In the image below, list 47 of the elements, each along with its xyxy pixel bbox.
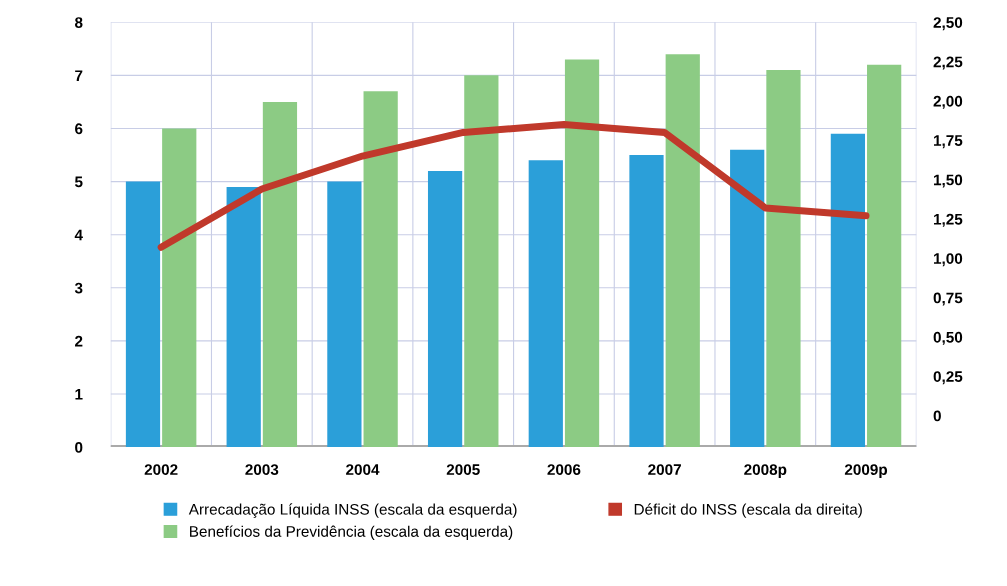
- bar: [427, 170, 463, 448]
- y-tick-label: 3: [74, 282, 83, 294]
- y2-tick-label: 1,25: [934, 213, 963, 227]
- bar: [867, 64, 902, 448]
- bar: [125, 181, 161, 448]
- legend-label: Benefícios da Previdência (escala da esquerda): [190, 525, 513, 540]
- bar: [363, 91, 398, 448]
- bar: [766, 70, 801, 448]
- y-tick-label: 6: [75, 123, 83, 135]
- bar: [464, 75, 499, 448]
- bar: [327, 181, 362, 448]
- x-tick-label: 2008p: [744, 464, 787, 479]
- y-tick-label: 1: [75, 389, 83, 400]
- y2-tick-label: 1,50: [934, 174, 963, 188]
- x-tick-label: 2009p: [844, 464, 888, 479]
- bar: [564, 59, 600, 448]
- y-tick-label: 5: [74, 176, 83, 188]
- y2-tick-label: 2,25: [933, 56, 963, 70]
- y-tick-label: 0: [75, 441, 83, 453]
- x-tick-label: 2005: [446, 464, 480, 476]
- y-tick-label: 7: [75, 70, 83, 81]
- y2-tick-label: 1,75: [934, 135, 963, 149]
- bar: [528, 160, 563, 448]
- y-tick-label: 2: [75, 335, 83, 347]
- bar: [830, 133, 866, 448]
- bar: [730, 149, 765, 448]
- bar: [226, 186, 261, 448]
- y2-tick-label: 0,25: [933, 371, 963, 385]
- bar: [162, 128, 197, 448]
- y2-tick-label: 2,00: [933, 95, 963, 109]
- y2-tick-label: 0,50: [933, 331, 963, 345]
- y-tick-label: 4: [74, 229, 83, 241]
- x-tick-label: 2002: [144, 464, 178, 476]
- y-tick-label: 8: [74, 17, 83, 28]
- legend-label: Déficit do INSS (escala da direita): [634, 503, 862, 518]
- bar: [629, 155, 664, 448]
- y2-tick-label: 0,75: [933, 292, 963, 306]
- y2-tick-label: 1,00: [934, 253, 963, 267]
- x-tick-label: 2004: [346, 464, 380, 476]
- x-tick-label: 2003: [245, 464, 279, 476]
- x-tick-label: 2006: [547, 464, 581, 476]
- y2-tick-label: 2,50: [933, 17, 963, 31]
- legend-label: Arrecadação Líquida INSS (escala da esquerda): [188, 503, 517, 518]
- bar: [262, 101, 298, 448]
- bar: [665, 54, 700, 448]
- x-tick-label: 2007: [648, 464, 681, 476]
- y2-tick-label: 0: [933, 410, 941, 422]
